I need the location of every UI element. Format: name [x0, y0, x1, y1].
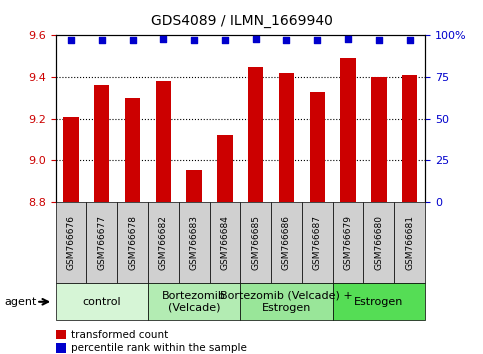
Text: GSM766683: GSM766683 — [190, 215, 199, 270]
Point — [252, 36, 259, 41]
Bar — [94, 85, 110, 202]
FancyBboxPatch shape — [179, 202, 210, 283]
FancyBboxPatch shape — [56, 202, 86, 283]
Point — [344, 36, 352, 41]
Text: percentile rank within the sample: percentile rank within the sample — [71, 343, 247, 353]
Text: GSM766686: GSM766686 — [282, 215, 291, 270]
Text: Estrogen: Estrogen — [354, 297, 403, 307]
Point — [159, 36, 167, 41]
Point — [128, 38, 136, 43]
Bar — [341, 58, 356, 202]
Text: GDS4089 / ILMN_1669940: GDS4089 / ILMN_1669940 — [151, 14, 332, 28]
Text: control: control — [83, 297, 121, 307]
FancyBboxPatch shape — [210, 202, 240, 283]
Point — [98, 38, 106, 43]
Text: transformed count: transformed count — [71, 330, 168, 339]
Bar — [402, 75, 417, 202]
FancyBboxPatch shape — [56, 283, 148, 320]
Text: GSM766677: GSM766677 — [97, 215, 106, 270]
Bar — [248, 67, 263, 202]
Text: GSM766685: GSM766685 — [251, 215, 260, 270]
Bar — [371, 77, 386, 202]
Text: GSM766676: GSM766676 — [67, 215, 75, 270]
FancyBboxPatch shape — [394, 202, 425, 283]
FancyBboxPatch shape — [86, 202, 117, 283]
Text: Bortezomib
(Velcade): Bortezomib (Velcade) — [162, 291, 226, 313]
Text: GSM766678: GSM766678 — [128, 215, 137, 270]
FancyBboxPatch shape — [148, 283, 240, 320]
FancyBboxPatch shape — [333, 283, 425, 320]
Point — [221, 38, 229, 43]
Text: agent: agent — [5, 297, 37, 307]
Text: GSM766679: GSM766679 — [343, 215, 353, 270]
Text: GSM766680: GSM766680 — [374, 215, 384, 270]
FancyBboxPatch shape — [240, 283, 333, 320]
Bar — [63, 116, 79, 202]
Bar — [217, 135, 233, 202]
FancyBboxPatch shape — [148, 202, 179, 283]
Point — [283, 38, 290, 43]
Text: GSM766681: GSM766681 — [405, 215, 414, 270]
Text: GSM766687: GSM766687 — [313, 215, 322, 270]
Bar — [156, 81, 171, 202]
Text: Bortezomib (Velcade) +
Estrogen: Bortezomib (Velcade) + Estrogen — [220, 291, 353, 313]
Bar — [186, 170, 202, 202]
Bar — [279, 73, 294, 202]
FancyBboxPatch shape — [117, 202, 148, 283]
Bar — [125, 98, 140, 202]
FancyBboxPatch shape — [271, 202, 302, 283]
FancyBboxPatch shape — [333, 202, 364, 283]
Point — [406, 38, 413, 43]
FancyBboxPatch shape — [302, 202, 333, 283]
Point — [67, 38, 75, 43]
Bar — [310, 92, 325, 202]
Point — [375, 38, 383, 43]
Point — [190, 38, 198, 43]
Text: GSM766682: GSM766682 — [159, 215, 168, 270]
FancyBboxPatch shape — [364, 202, 394, 283]
FancyBboxPatch shape — [240, 202, 271, 283]
Point — [313, 38, 321, 43]
Text: GSM766684: GSM766684 — [220, 215, 229, 270]
